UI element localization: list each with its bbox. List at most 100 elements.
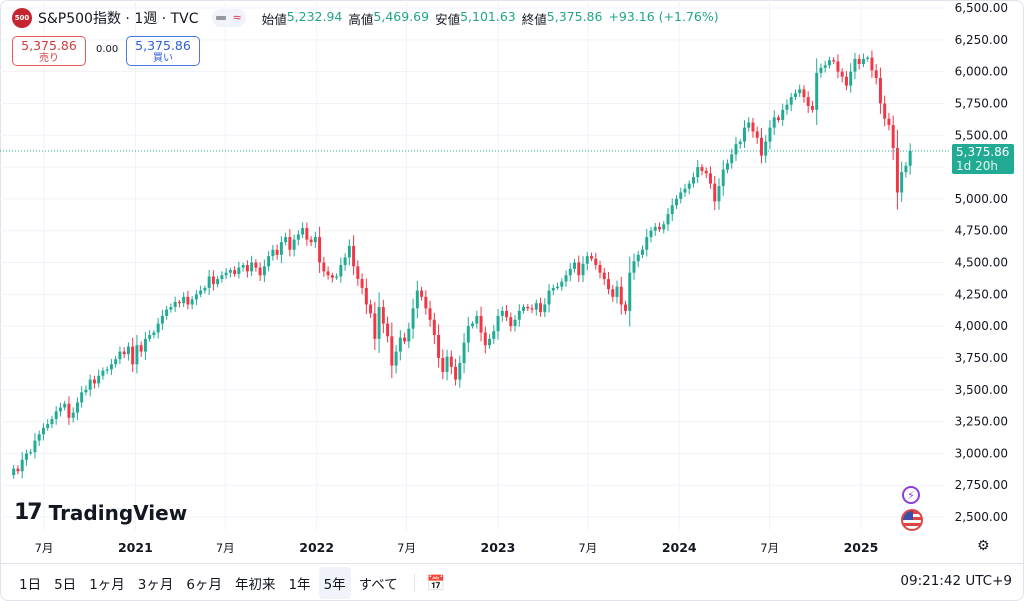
candle-body	[874, 70, 878, 78]
sp500-logo-icon[interactable]: 500	[12, 8, 32, 28]
candle-body	[900, 172, 904, 193]
candle-body	[432, 319, 436, 336]
candle-body	[177, 301, 181, 304]
candle	[802, 85, 806, 103]
gear-icon[interactable]: ⚙	[977, 538, 990, 554]
candle	[827, 56, 831, 69]
candle-body	[279, 242, 283, 255]
change-value: +93.16 (+1.76%)	[608, 8, 719, 24]
calendar-icon[interactable]: 📅	[426, 574, 446, 592]
range-5y[interactable]: 5年	[318, 567, 351, 599]
candle	[381, 299, 385, 334]
candle-body	[50, 419, 54, 425]
range-5d[interactable]: 5日	[54, 577, 77, 593]
candle	[844, 71, 848, 91]
candle-body	[662, 224, 666, 230]
candle-body	[590, 256, 594, 259]
range-all[interactable]: すべて	[358, 577, 398, 593]
candle	[156, 317, 160, 339]
range-3m[interactable]: 3ヶ月	[137, 577, 174, 593]
compare-toggle[interactable]: ≈	[212, 9, 246, 27]
last-price-tag: 5,375.86 1d 20h	[952, 144, 1014, 174]
candle-body	[806, 97, 810, 106]
candle	[118, 346, 122, 365]
candle-body	[364, 287, 368, 305]
candle	[207, 269, 211, 296]
candle	[759, 127, 763, 164]
candle	[305, 222, 309, 246]
candle	[152, 330, 156, 339]
candle	[734, 137, 738, 161]
minus-icon	[216, 16, 227, 20]
range-1m[interactable]: 1ヶ月	[89, 577, 125, 593]
candle-body	[870, 57, 874, 71]
candle-body	[522, 307, 526, 311]
range-separator	[413, 574, 415, 592]
y-tick-label: 6,250.00	[955, 33, 1008, 47]
range-1y[interactable]: 1年	[288, 577, 311, 593]
symbol-title[interactable]: S&P500指数 · 1週 · TVC	[38, 11, 199, 27]
candle-body	[377, 307, 381, 339]
candle	[717, 178, 721, 210]
candle	[407, 322, 411, 349]
candle	[522, 304, 526, 314]
candle	[424, 290, 428, 315]
candle	[126, 342, 130, 361]
price-chart[interactable]: 2,500.00 2,750.00 3,000.00 3,250.00 3,500.00…	[0, 0, 1024, 563]
candle-body	[33, 440, 37, 453]
candle	[560, 278, 564, 291]
buy-button[interactable]: 5,375.86 買い	[126, 36, 200, 66]
candle	[301, 222, 305, 239]
candle-body	[271, 249, 275, 257]
candle	[887, 112, 891, 131]
candle-body	[343, 257, 347, 266]
sell-button[interactable]: 5,375.86 売り	[12, 36, 86, 66]
us-flag-icon[interactable]	[901, 509, 923, 531]
candle	[216, 275, 220, 288]
candle	[54, 406, 58, 425]
y-tick-label: 3,250.00	[955, 415, 1008, 429]
candle-body	[793, 93, 797, 98]
candle-body	[101, 370, 105, 376]
candle-body	[878, 77, 882, 104]
candle-body	[109, 364, 113, 370]
x-tick-label: 2023	[481, 540, 516, 555]
range-ytd[interactable]: 年初来	[234, 577, 276, 593]
candle-body	[254, 262, 258, 268]
candle	[190, 296, 194, 310]
candle	[228, 267, 232, 278]
candle	[211, 270, 215, 291]
candle-body	[275, 249, 279, 255]
candle	[143, 331, 147, 360]
range-6m[interactable]: 6ヶ月	[186, 577, 222, 593]
chart-header: 500 S&P500指数 · 1週 · TVC ≈ 始値 5,232.94 高値 5…	[12, 8, 719, 28]
candle	[878, 67, 882, 114]
candle	[445, 349, 449, 381]
candle-body	[330, 275, 334, 278]
candle	[823, 60, 827, 73]
range-1d[interactable]: 1日	[19, 577, 42, 593]
candle	[339, 257, 343, 283]
candle	[92, 375, 96, 389]
candle	[148, 330, 152, 342]
candle	[313, 231, 317, 248]
candle	[492, 324, 496, 344]
lightning-icon[interactable]: ⚡	[902, 486, 920, 504]
candle-body	[173, 301, 177, 308]
candle	[12, 464, 16, 479]
candle-body	[764, 141, 768, 156]
candle-body	[492, 331, 496, 339]
candle-body	[819, 67, 823, 73]
candle	[781, 103, 785, 126]
candle	[581, 256, 585, 283]
candle-body	[908, 151, 912, 166]
candle-body	[581, 263, 585, 276]
candle	[806, 91, 810, 113]
candle-body	[683, 188, 687, 193]
candle	[271, 245, 275, 261]
candle	[233, 266, 237, 277]
candle	[296, 230, 300, 246]
clock[interactable]: 09:21:42 UTC+9	[900, 573, 1012, 589]
candles	[12, 50, 912, 479]
candle	[594, 252, 598, 270]
